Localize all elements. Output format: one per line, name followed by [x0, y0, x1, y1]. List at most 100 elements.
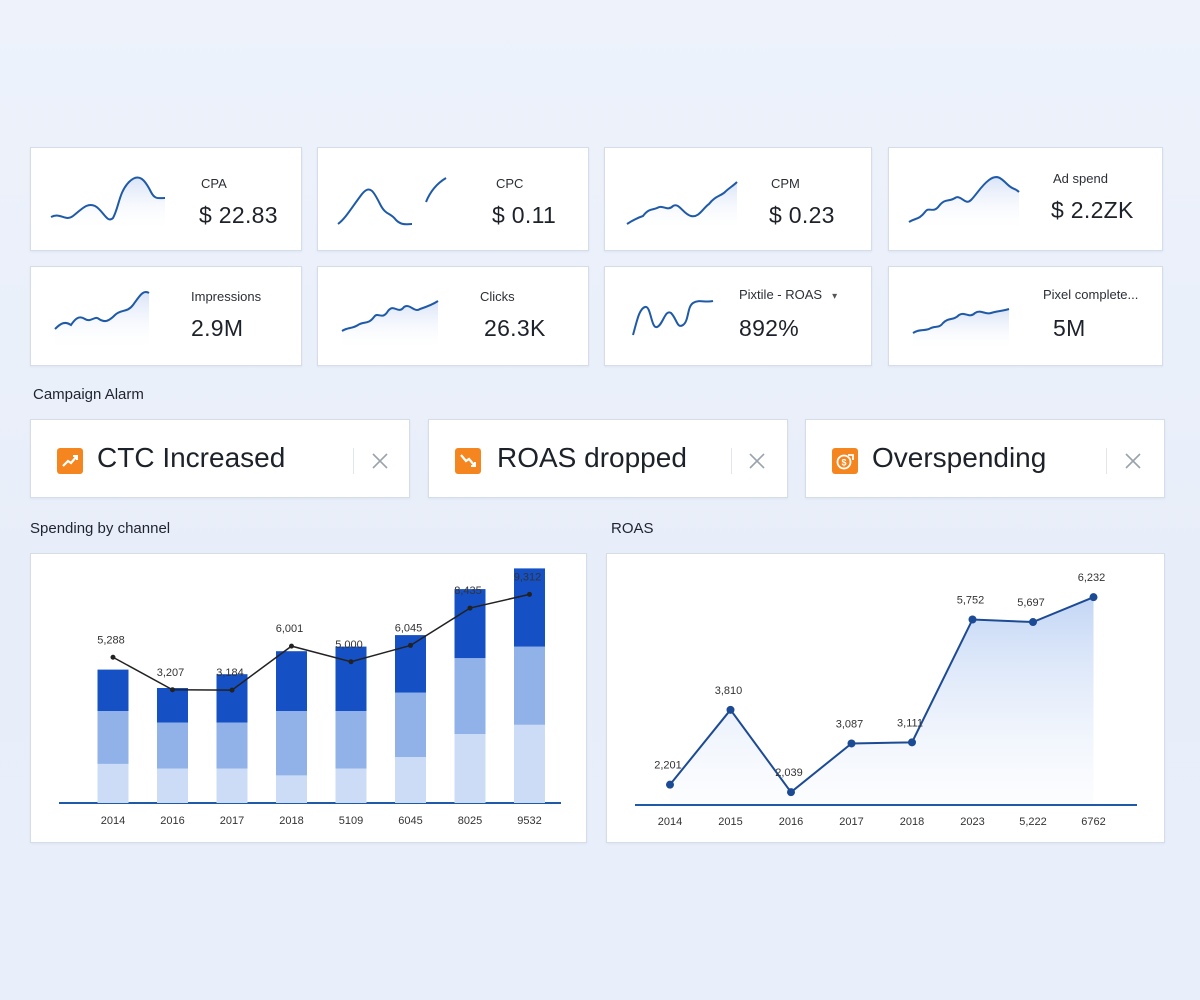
kpi-label: CPA [201, 176, 227, 191]
bar-segment [514, 646, 545, 725]
close-icon[interactable] [1120, 448, 1146, 474]
x-tick-label: 5,222 [1019, 816, 1047, 828]
line-point [229, 687, 235, 693]
bar-segment [335, 646, 367, 711]
data-label: 5,697 [1017, 597, 1045, 609]
x-tick-label: 8025 [458, 815, 482, 827]
bar-segment [276, 711, 307, 776]
spending-chart-title: Spending by channel [30, 520, 171, 537]
x-tick-label: 6045 [398, 815, 422, 827]
roas-point [847, 739, 856, 748]
x-tick-label: 2018 [279, 815, 303, 827]
kpi-value: $ 2.2ZK [1051, 197, 1134, 223]
kpi-label: Ad spend [1053, 171, 1108, 186]
line-point [467, 605, 473, 611]
bar-segment [335, 768, 367, 803]
bar-segment [216, 768, 248, 803]
kpi-card-cpa[interactable]: CPA $ 22.83 [30, 147, 302, 251]
roas-point [1089, 593, 1098, 602]
kpi-value: $ 22.83 [199, 202, 278, 228]
alarm-text: Overspending [872, 442, 1047, 473]
x-tick-label: 6762 [1081, 816, 1105, 828]
kpi-card-cpm[interactable]: CPM $ 0.23 [604, 147, 872, 251]
roas-point [726, 705, 735, 714]
kpi-card-pixtile-roas[interactable]: Pixtile - ROAS ▾ 892% [604, 266, 872, 366]
alarm-divider [353, 448, 354, 474]
spending-bar-chart: 2014 2016 2017 2018 5109 6045 8025 9532 5,288 3,2… [59, 568, 561, 827]
kpi-label-text: Pixtile - ROAS [739, 287, 823, 302]
data-label: 6,232 [1078, 572, 1106, 584]
x-tick-label: 2014 [658, 816, 682, 828]
clicks-sparkline [341, 300, 439, 351]
data-label: 2,201 [654, 760, 682, 772]
bar-segment [97, 711, 129, 764]
kpi-value: 2.9M [191, 315, 244, 341]
kpi-value: 26.3K [484, 315, 546, 341]
alarm-divider [1106, 448, 1107, 474]
data-label: 3,087 [836, 718, 864, 730]
kpi-label: Impressions [191, 289, 262, 304]
bar-segment [454, 734, 486, 803]
trend-up-icon [57, 448, 83, 474]
kpi-card-ad-spend[interactable]: Ad spend $ 2.2ZK [888, 147, 1163, 251]
kpi-label: Pixel complete... [1043, 287, 1139, 302]
data-label: 3,207 [157, 667, 185, 679]
roas-point [968, 615, 977, 624]
alarm-card-overspending[interactable]: $ Overspending [805, 419, 1165, 498]
bar-segment [276, 651, 307, 711]
data-label: 5,288 [97, 634, 125, 646]
bar-segment [454, 658, 486, 734]
bar-segment [514, 724, 545, 803]
x-tick-label: 5109 [339, 815, 363, 827]
bar-segment [216, 722, 248, 769]
bar-segment [454, 589, 486, 659]
alarm-card-roas-dropped[interactable]: ROAS dropped [428, 419, 788, 498]
x-tick-label: 2018 [900, 816, 924, 828]
data-label: 3,111 [897, 717, 923, 729]
svg-text:$: $ [841, 458, 846, 468]
data-label: 5,000 [335, 639, 363, 651]
kpi-card-cpc[interactable]: CPC $ 0.11 [317, 147, 589, 251]
spending-chart-card: 2014 2016 2017 2018 5109 6045 8025 9532 5,288 3,2… [30, 553, 587, 843]
bar-segment [395, 757, 426, 803]
kpi-label: Clicks [480, 289, 515, 304]
roas-area-chart: 2,201 2014 3,810 2015 2,039 2016 3,087 2017 3,11… [635, 572, 1137, 828]
alarm-card-ctc-increased[interactable]: CTC Increased [30, 419, 410, 498]
line-point [408, 642, 413, 648]
alarm-text: CTC Increased [97, 442, 286, 473]
x-tick-label: 2014 [101, 815, 125, 827]
data-label: 3,184 [216, 667, 244, 679]
x-tick-label: 2017 [220, 815, 244, 827]
total-line [112, 593, 530, 691]
close-icon[interactable] [744, 448, 770, 474]
kpi-card-clicks[interactable]: Clicks 26.3K [317, 266, 589, 366]
bar-segment [514, 568, 545, 647]
kpi-label: CPM [771, 176, 800, 191]
kpi-card-pixel-complete[interactable]: Pixel complete... 5M [888, 266, 1163, 366]
data-label: 9,312 [514, 571, 542, 583]
x-tick-label: 9532 [517, 815, 541, 827]
data-label: 2,039 [775, 767, 803, 779]
kpi-value: 5M [1053, 315, 1086, 341]
close-icon[interactable] [367, 448, 393, 474]
bar-segment [97, 763, 129, 803]
ad-spend-sparkline [908, 176, 1020, 232]
bar-segment [157, 768, 188, 803]
line-point [348, 659, 354, 665]
alarm-divider [731, 448, 732, 474]
data-label: 6,045 [395, 622, 423, 634]
pixel-complete-sparkline [912, 308, 1010, 351]
roas-line [669, 596, 1094, 794]
line-point [289, 643, 294, 649]
kpi-card-impressions[interactable]: Impressions 2.9M [30, 266, 302, 366]
kpi-value: $ 0.11 [492, 202, 557, 228]
x-tick-label: 2016 [779, 816, 803, 828]
x-tick-label: 2015 [718, 816, 742, 828]
kpi-value: 892% [739, 315, 800, 341]
pixtile-roas-sparkline [632, 300, 714, 336]
bar-segment [97, 669, 129, 711]
cpc-sparkline [337, 177, 447, 226]
x-tick-label: 2023 [960, 816, 984, 828]
chevron-down-icon[interactable]: ▾ [832, 291, 838, 302]
roas-point [666, 780, 674, 789]
